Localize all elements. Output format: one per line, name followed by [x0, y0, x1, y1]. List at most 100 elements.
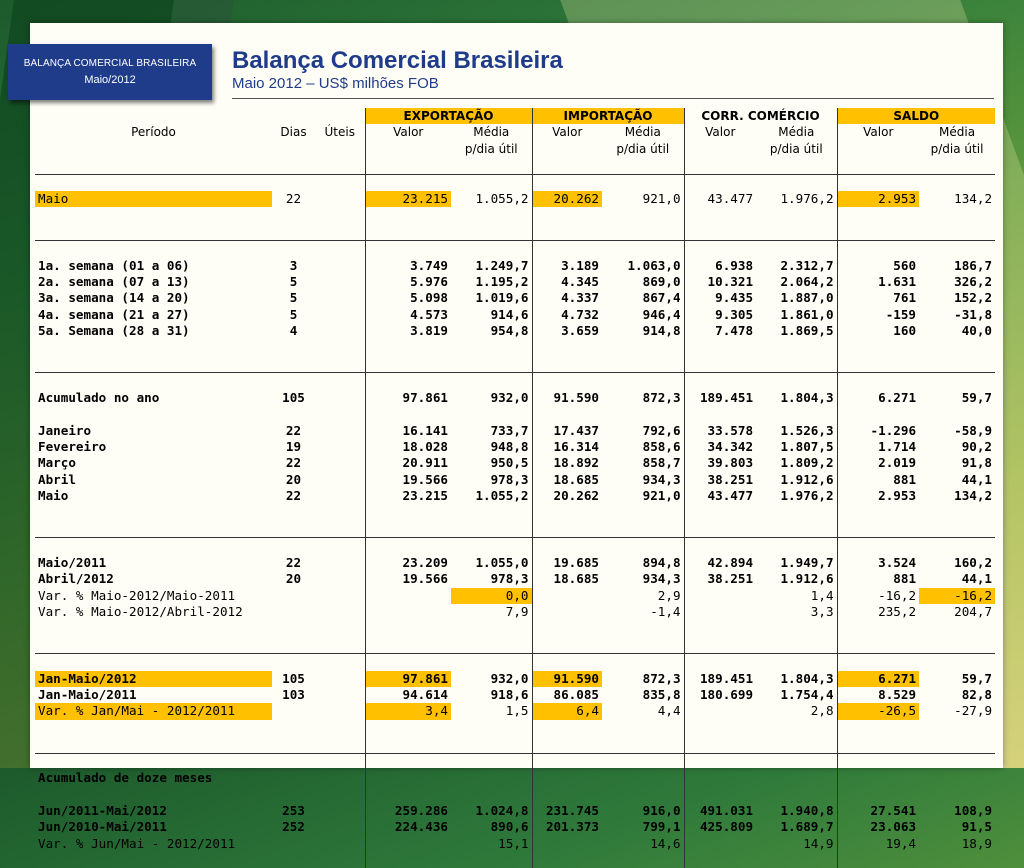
row-value: 231.745 — [531, 802, 603, 820]
row-value: 90,2 — [961, 438, 993, 454]
row-value: 948,8 — [490, 438, 529, 454]
row-label: Var. % Jun/Mai - 2012/2011 — [35, 836, 272, 852]
row-value — [364, 587, 451, 604]
row-dias: 5 — [289, 306, 298, 322]
row-value — [451, 770, 532, 786]
row-value: 4,4 — [657, 703, 681, 719]
row-value: 44,1 — [961, 471, 993, 487]
row-value: 1.869,5 — [780, 323, 834, 339]
row-label: Janeiro — [35, 423, 272, 439]
row-value: 189.451 — [683, 389, 757, 407]
row-value: 4.732 — [531, 306, 603, 324]
row-value: 916,0 — [642, 802, 681, 818]
table-row: Janeiro 22 16.141 733,7 17.437 792,6 33.578 1.5… — [35, 422, 995, 439]
row-label: Jan-Maio/2011 — [35, 687, 272, 703]
row-label: 1a. semana (01 a 06) — [35, 258, 272, 274]
row-label-text: Jun/2011-Mai/2012 — [38, 802, 167, 818]
row-dias: 20 — [285, 571, 302, 587]
row-dias: 20 — [285, 471, 302, 487]
page-title: Balança Comercial Brasileira — [232, 47, 563, 74]
row-value: 2.953 — [836, 488, 920, 505]
spacer-row — [35, 537, 995, 555]
row-label-text: 3a. semana (14 a 20) — [38, 290, 190, 306]
row-label: Março — [35, 455, 272, 471]
row-label-text: Var. % Jun/Mai - 2012/2011 — [38, 835, 236, 851]
header-valor: Valor — [836, 124, 920, 141]
section-divider — [35, 223, 996, 242]
row-value: 932,0 — [490, 670, 529, 686]
row-dias: 22 — [285, 422, 302, 438]
row-label-text: Março — [38, 455, 76, 471]
row-value: 160,2 — [954, 554, 993, 570]
row-value: 733,7 — [490, 422, 529, 438]
row-value: 1.063,0 — [627, 257, 681, 273]
row-value: 1.912,6 — [780, 571, 834, 587]
row-value — [683, 769, 757, 787]
spacer-row — [35, 240, 995, 258]
row-value: 4.573 — [364, 306, 451, 324]
table-row: Var. % Jun/Mai - 2012/2011 15,1 14,6 14,9 19… — [35, 835, 995, 852]
row-value: 2.019 — [836, 455, 920, 472]
row-value: 18.685 — [531, 471, 603, 489]
row-value: 43.477 — [683, 191, 757, 208]
section-divider — [35, 636, 996, 655]
spacer-row — [35, 786, 995, 803]
row-value: 914,8 — [642, 323, 681, 339]
row-value: 43.477 — [683, 488, 757, 505]
row-value — [602, 786, 684, 802]
row-dias — [272, 406, 315, 422]
row-value: 42.894 — [683, 554, 757, 572]
row-value: -1,4 — [650, 604, 681, 619]
row-value: 1.949,7 — [780, 554, 834, 570]
row-value: 1.024,8 — [475, 802, 529, 818]
header-media: Média — [624, 125, 661, 140]
row-value: 3.659 — [531, 323, 603, 340]
row-label-text: Var. % Maio-2012/Abril-2012 — [38, 604, 243, 619]
row-value: 799,1 — [642, 819, 681, 835]
header-media-unit: p/dia útil — [930, 141, 984, 156]
row-value: 914,6 — [490, 306, 529, 322]
row-value: 932,0 — [490, 389, 529, 405]
row-value: 44,1 — [961, 571, 993, 587]
row-value: 27.541 — [836, 802, 920, 820]
row-label: 3a. semana (14 a 20) — [35, 290, 272, 306]
table-row: Jun/2010-Mai/2011 252 224.436 890,6 201.373 7… — [35, 819, 995, 836]
row-value: 1,5 — [505, 703, 529, 719]
row-value: 18.685 — [531, 571, 603, 588]
row-value: 1.689,7 — [780, 819, 834, 835]
row-value: 934,3 — [642, 571, 681, 587]
row-value: 2,9 — [657, 587, 681, 603]
row-value: 1.807,5 — [780, 438, 834, 454]
spacer-row — [35, 406, 995, 423]
row-value: 97.861 — [364, 670, 451, 687]
row-value: 1.861,0 — [780, 306, 834, 322]
row-value: -1.296 — [836, 422, 920, 439]
row-value: 835,8 — [642, 686, 681, 702]
spacer-row — [35, 653, 995, 671]
row-value: 946,4 — [642, 306, 681, 322]
row-value: 1.912,6 — [780, 471, 834, 487]
table-row: Acumulado no ano 105 97.861 932,0 91.590 872,… — [35, 389, 995, 407]
row-value: 978,3 — [490, 471, 529, 487]
spacer-row — [35, 753, 995, 770]
header-saldo: SALDO — [836, 108, 996, 125]
row-value — [451, 406, 532, 422]
row-label-text: 4a. semana (21 a 27) — [38, 306, 190, 322]
row-value: 894,8 — [642, 554, 681, 570]
row-value: 934,3 — [642, 471, 681, 487]
row-value: 91,5 — [961, 819, 993, 835]
row-label-text: Acumulado no ano — [38, 389, 160, 405]
table-header-row: EXPORTAÇÃO IMPORTAÇÃO CORR. COMÉRCIO SAL… — [35, 108, 996, 125]
row-value: 7,9 — [505, 604, 529, 619]
row-value — [531, 786, 603, 803]
row-value — [683, 587, 757, 604]
row-value: 19.566 — [364, 571, 451, 588]
row-label-text: Maio/2011 — [38, 554, 107, 570]
row-value: 235,2 — [836, 604, 920, 621]
row-value — [836, 406, 920, 423]
row-value: 14,6 — [650, 835, 681, 851]
row-dias: 22 — [285, 488, 302, 504]
table-row: Jan-Maio/2012 105 97.861 932,0 91.590 872,3 18… — [35, 670, 995, 687]
table-row: Fevereiro 19 18.028 948,8 16.314 858,6 34.342 1… — [35, 438, 995, 456]
row-value: 16.314 — [531, 438, 603, 456]
